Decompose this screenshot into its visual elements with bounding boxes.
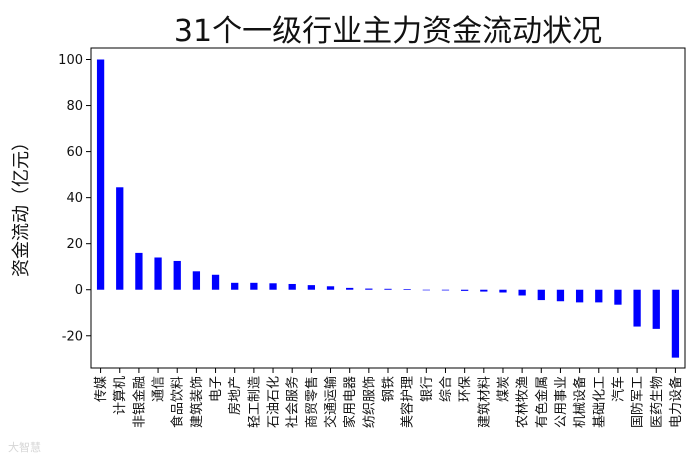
bar	[211, 274, 220, 290]
x-tick-label: 计算机	[113, 376, 128, 415]
x-tick-label: 综合	[439, 376, 454, 402]
y-tick-label: 60	[66, 145, 83, 160]
bar	[403, 289, 411, 290]
bar	[135, 252, 143, 290]
x-tick-label: 家用电器	[342, 376, 358, 428]
x-tick-label: 医药生物	[650, 376, 665, 428]
bar	[326, 286, 335, 290]
x-tick-label: 公用事业	[554, 376, 569, 428]
y-tick-label: -20	[62, 329, 83, 344]
y-tick-label: 100	[58, 53, 83, 68]
bar	[556, 289, 565, 302]
x-tick-label: 通信	[152, 376, 167, 402]
bar	[575, 289, 584, 303]
x-tick-label: 社会服务	[285, 376, 301, 428]
x-tick-label: 农林牧渔	[516, 376, 531, 428]
x-tick-label: 汽车	[610, 376, 626, 402]
bar	[192, 271, 201, 290]
bar	[422, 289, 430, 291]
bar	[346, 287, 354, 290]
x-tick-label: 电子	[209, 376, 224, 402]
x-tick-label: 钢铁	[382, 376, 397, 402]
y-tick-label: 40	[66, 191, 83, 206]
x-tick-label: 银行	[420, 376, 435, 402]
x-tick-label: 建筑装饰	[189, 376, 205, 428]
bar	[537, 289, 545, 301]
x-tick-label: 电力设备	[668, 376, 684, 428]
x-tick-label: 房地产	[227, 376, 243, 415]
bar	[269, 283, 277, 290]
bar	[595, 289, 603, 303]
x-tick-label: 食品饮料	[170, 376, 186, 428]
bar	[614, 289, 622, 305]
x-tick-label: 石油石化	[267, 376, 282, 428]
bar	[173, 260, 181, 290]
watermark: 大智慧	[8, 441, 41, 454]
bar	[250, 282, 258, 290]
x-tick-label: 非银金融	[131, 376, 147, 428]
bar	[116, 187, 124, 290]
x-tick-label: 机械设备	[572, 376, 588, 428]
x-tick-label: 传媒	[94, 376, 109, 402]
x-tick-label: 轻工制造	[247, 376, 262, 428]
bar	[96, 59, 105, 290]
y-tick-label: 0	[75, 283, 83, 298]
x-tick-label: 环保	[458, 376, 473, 402]
x-tick-label: 煤炭	[496, 376, 511, 402]
bar	[384, 288, 392, 290]
x-tick-label: 商贸零售	[304, 376, 320, 428]
x-tick-label: 美容护理	[400, 376, 416, 428]
x-tick-label: 有色金属	[534, 376, 550, 428]
y-tick-label: 20	[66, 237, 83, 252]
y-tick-label: 80	[66, 99, 83, 114]
chart-title: 31个一级行业主力资金流动状况	[173, 14, 603, 49]
x-tick-label: 基础化工	[592, 376, 607, 428]
bar	[154, 257, 162, 290]
bar	[480, 289, 488, 292]
bar	[633, 289, 641, 327]
x-tick-label: 国防军工	[630, 376, 646, 428]
bar	[441, 289, 450, 291]
bar	[499, 289, 507, 293]
bar	[461, 289, 469, 291]
bar	[671, 289, 680, 358]
bar	[231, 282, 239, 290]
bar	[652, 289, 660, 329]
bar	[307, 285, 315, 290]
axes-frame	[90, 47, 686, 369]
bar	[365, 288, 373, 290]
x-tick-label: 纺织服饰	[362, 376, 377, 428]
bar	[518, 289, 526, 296]
bar	[288, 283, 296, 290]
x-tick-label: 建筑材料	[476, 376, 492, 428]
x-tick-label: 交通运输	[323, 376, 339, 428]
